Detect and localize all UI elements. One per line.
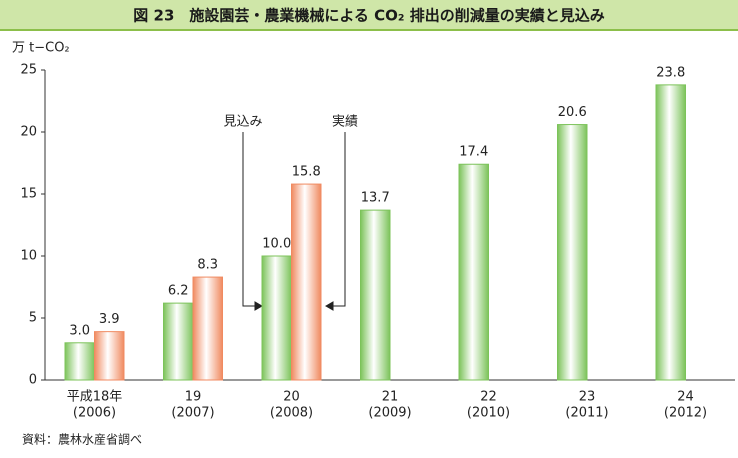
y-tick-label: 5 bbox=[29, 311, 37, 326]
legend-label: 実績 bbox=[332, 114, 358, 130]
bar bbox=[557, 124, 588, 381]
x-tick-year: (2009) bbox=[368, 406, 411, 421]
value-label: 23.8 bbox=[656, 65, 685, 80]
x-tick-label: 21 bbox=[382, 390, 399, 405]
y-tick-label: 0 bbox=[29, 373, 37, 388]
bar bbox=[94, 331, 125, 381]
value-label: 13.7 bbox=[361, 191, 390, 206]
y-axis-label: 万 t−CO₂ bbox=[12, 41, 70, 56]
x-tick-year: (2008) bbox=[270, 406, 313, 421]
x-tick-year: (2010) bbox=[467, 406, 510, 421]
bar bbox=[360, 209, 391, 381]
source: 資料：農林水産省調べ bbox=[22, 432, 142, 447]
value-label: 6.2 bbox=[168, 284, 189, 299]
legend-arrows bbox=[242, 132, 346, 311]
x-tick-label: 20 bbox=[283, 390, 300, 405]
value-label: 3.0 bbox=[69, 323, 90, 338]
y-tick-label: 10 bbox=[20, 249, 37, 264]
legend-label: 見込み bbox=[223, 115, 262, 130]
x-tick-label: 22 bbox=[480, 390, 497, 405]
x-tick-label: 23 bbox=[579, 390, 596, 405]
value-label: 8.3 bbox=[197, 258, 218, 273]
x-tick-label: 平成18年 bbox=[67, 390, 123, 405]
chart-title: 図 23 施設園芸・農業機械による CO₂ 排出の削減量の実績と見込み bbox=[133, 7, 604, 25]
value-label: 15.8 bbox=[292, 165, 321, 180]
x-tick-label: 24 bbox=[677, 390, 694, 405]
x-tick-label: 19 bbox=[185, 390, 202, 405]
value-label: 3.9 bbox=[99, 312, 120, 327]
bar bbox=[64, 342, 95, 381]
title-rule bbox=[0, 29, 738, 31]
bar bbox=[291, 183, 322, 381]
bar bbox=[458, 163, 489, 381]
value-label: 20.6 bbox=[558, 105, 587, 120]
title-bar bbox=[0, 0, 738, 30]
y-tick-label: 15 bbox=[20, 187, 37, 202]
x-tick-year: (2006) bbox=[73, 406, 116, 421]
bar bbox=[655, 84, 686, 381]
value-label: 10.0 bbox=[262, 237, 291, 252]
y-tick-label: 20 bbox=[20, 125, 37, 140]
bar bbox=[261, 255, 292, 381]
y-tick-label: 25 bbox=[20, 63, 37, 78]
bar bbox=[192, 276, 223, 381]
x-tick-year: (2007) bbox=[171, 406, 214, 421]
x-tick-year: (2012) bbox=[664, 406, 707, 421]
value-label: 17.4 bbox=[459, 145, 488, 160]
x-tick-year: (2011) bbox=[565, 406, 608, 421]
bar bbox=[163, 302, 194, 381]
